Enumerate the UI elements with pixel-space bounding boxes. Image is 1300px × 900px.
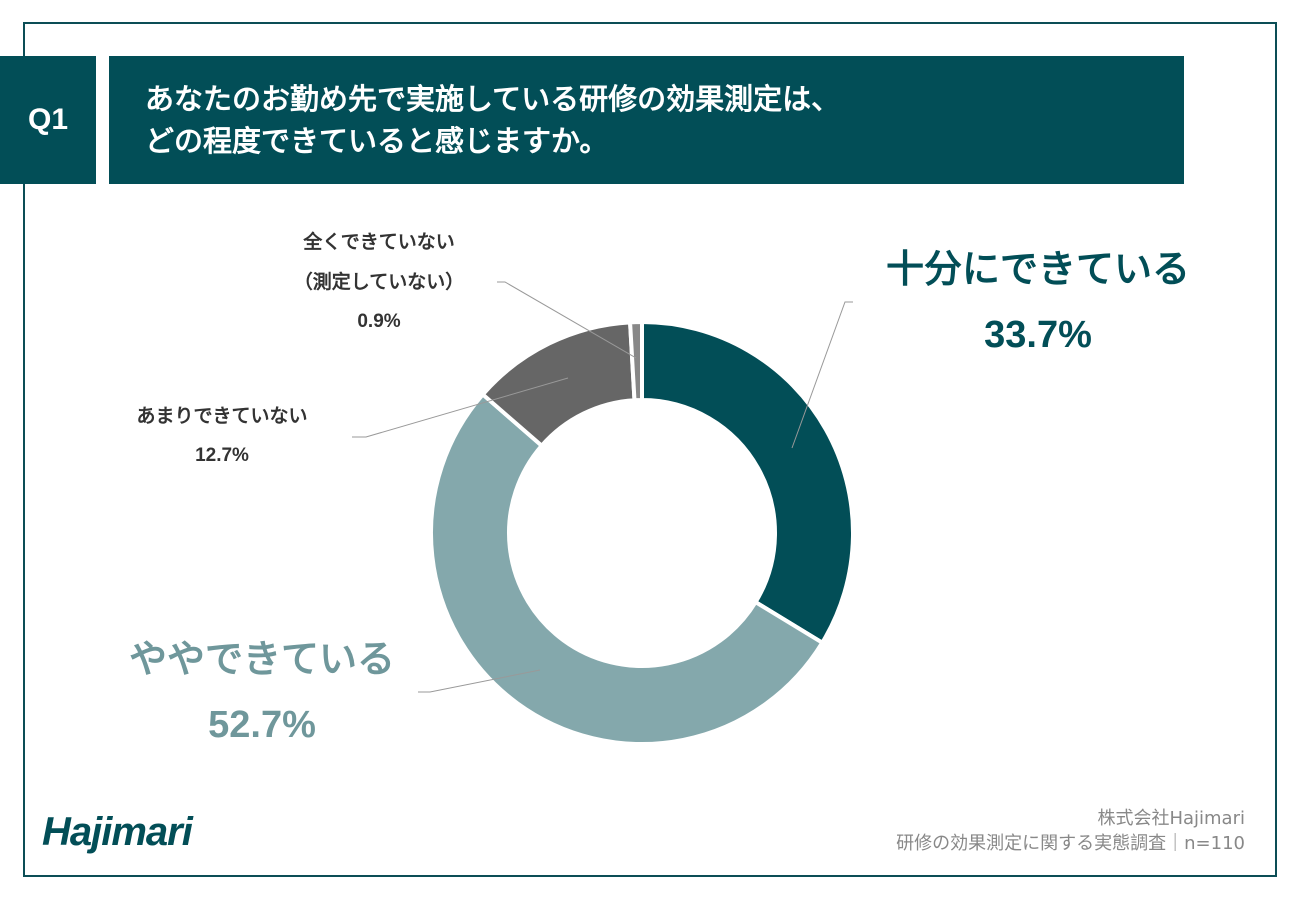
donut-slice-juubun [640, 319, 855, 646]
slice-label-yaya: ややできている 52.7% [122, 634, 402, 750]
company-logo: Hajimari [42, 810, 193, 854]
slice-label-juubun-value: 33.7% [984, 314, 1092, 356]
question-number-badge: Q1 [0, 56, 96, 184]
slice-label-juubun-name: 十分にできている [885, 247, 1190, 291]
leader-line-amari [352, 377, 569, 438]
slice-label-mattaku-name-1: 全くできていない [303, 231, 455, 253]
question-number: Q1 [27, 103, 69, 136]
slice-label-mattaku-name-2: （測定していない） [293, 271, 465, 293]
slide-frame [23, 22, 1277, 877]
question-title-line-1: あなたのお勤め先で実施している研修の効果測定は、 [145, 82, 841, 116]
donut-slice-yaya [429, 391, 826, 746]
slice-label-amari: あまりできていない 12.7% [110, 396, 334, 476]
slice-label-mattaku-value: 0.9% [357, 311, 401, 332]
slice-label-yaya-name: ややできている [128, 637, 395, 681]
slice-label-amari-name: あまりできていない [136, 405, 308, 427]
slice-label-yaya-value: 52.7% [208, 704, 316, 746]
slice-label-juubun: 十分にできている 33.7% [880, 244, 1196, 360]
slice-label-mattaku: 全くできていない （測定していない） 0.9% [270, 222, 488, 342]
credit-company: 株式会社Hajimari [1097, 808, 1245, 829]
leader-line-mattaku [497, 281, 637, 359]
leader-line-juubun [791, 301, 853, 449]
credit-survey: 研修の効果測定に関する実態調査｜n=110 [896, 833, 1245, 854]
question-title-box: あなたのお勤め先で実施している研修の効果測定は、 どの程度できていると感じますか… [109, 56, 1184, 184]
question-title-line-2: どの程度できていると感じますか。 [145, 124, 609, 158]
slice-label-amari-value: 12.7% [195, 445, 249, 466]
source-credit: 株式会社Hajimari 研修の効果測定に関する実態調査｜n=110 [896, 806, 1245, 856]
leader-line-yaya [418, 669, 541, 693]
donut-slice-mattaku [627, 319, 644, 403]
